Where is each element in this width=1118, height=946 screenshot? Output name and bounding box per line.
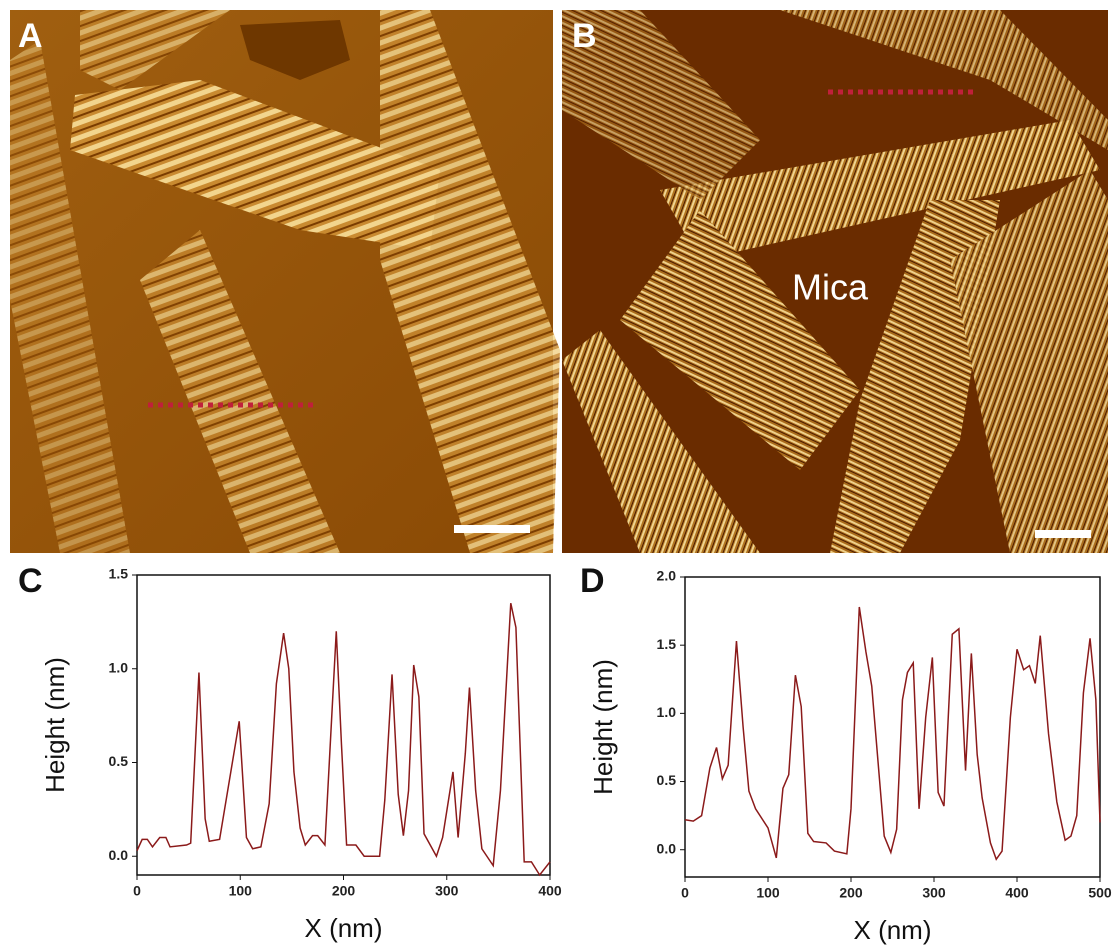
x-tick-label: 100 — [229, 883, 253, 899]
x-tick-label: 0 — [681, 885, 689, 901]
plot-frame — [137, 575, 550, 875]
y-tick-label: 1.0 — [109, 659, 129, 675]
y-tick-label: 2.0 — [657, 568, 677, 584]
x-axis-title: X (nm) — [305, 913, 383, 943]
y-tick-label: 1.0 — [657, 704, 677, 720]
x-tick-label: 0 — [133, 883, 141, 899]
x-tick-label: 200 — [332, 883, 356, 899]
annotation: Mica — [792, 267, 869, 308]
x-tick-label: 400 — [1005, 885, 1029, 901]
plot-frame — [685, 577, 1100, 877]
y-tick-label: 0.5 — [109, 753, 129, 769]
x-tick-label: 300 — [435, 883, 459, 899]
x-tick-label: 400 — [538, 883, 562, 899]
data-line — [137, 603, 550, 875]
panel-label: B — [572, 17, 597, 55]
y-tick-label: 0.0 — [109, 847, 129, 863]
data-line — [685, 607, 1100, 859]
figure: A B Mica C D 0.0 0.5 1.0 1.5 0 100 200 300 400 X … — [0, 0, 1118, 946]
y-axis-title: Height (nm) — [588, 659, 618, 795]
y-axis-title: Height (nm) — [40, 657, 70, 793]
y-tick-label: 0.5 — [657, 772, 677, 788]
y-tick-label: 1.5 — [657, 636, 677, 652]
panel-label: C — [18, 562, 43, 600]
x-axis-title: X (nm) — [854, 915, 932, 945]
x-tick-label: 500 — [1088, 885, 1112, 901]
x-tick-label: 100 — [756, 885, 780, 901]
x-tick-label: 300 — [922, 885, 946, 901]
y-tick-label: 1.5 — [109, 566, 129, 582]
y-tick-label: 0.0 — [657, 840, 677, 856]
x-tick-label: 200 — [839, 885, 863, 901]
panel-label: D — [580, 562, 605, 600]
panel-label: A — [18, 17, 43, 55]
afm-image-a — [10, 10, 560, 553]
